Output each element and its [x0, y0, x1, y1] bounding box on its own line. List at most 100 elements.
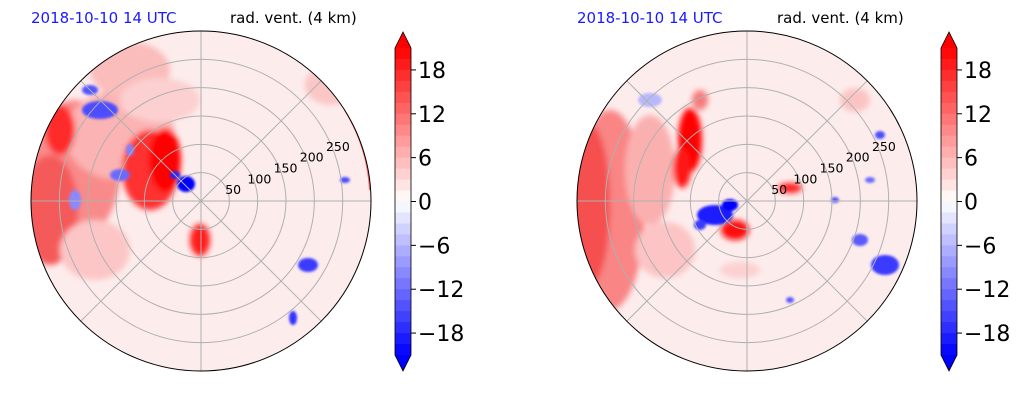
colorbar-segment — [941, 267, 957, 279]
panel-1-title-left: 2018-10-10 14 UTC — [31, 9, 177, 27]
colorbar-segment — [395, 311, 411, 323]
colorbar-segment — [395, 212, 411, 225]
radial-tick-50: 50 — [225, 182, 241, 197]
colorbar-segment — [395, 234, 411, 246]
colorbar-segment — [941, 113, 957, 126]
colorbar-segment — [941, 58, 957, 71]
radial-tick-50: 50 — [771, 182, 787, 197]
panel-2-polar-grid — [577, 31, 917, 371]
colorbar-extend-max — [941, 32, 957, 48]
colorbar-extend-max — [395, 32, 411, 48]
cb-tick-6: 6 — [964, 147, 978, 172]
cb-tick-18: 18 — [964, 59, 992, 84]
colorbar-segment — [395, 201, 411, 214]
cb-tick-neg6: −6 — [964, 234, 996, 259]
colorbar-outline — [394, 31, 412, 372]
polar-spoke — [626, 80, 748, 202]
cb-tick-6: 6 — [418, 147, 432, 172]
polar-spoke — [80, 80, 202, 202]
colorbar-segment — [395, 124, 411, 137]
colorbar-segment — [941, 190, 957, 203]
colorbar-segment — [395, 113, 411, 126]
colorbar-segment — [941, 234, 957, 246]
colorbar-segment — [395, 256, 411, 268]
radial-tick-250: 250 — [326, 139, 350, 154]
colorbar-segment — [395, 91, 411, 104]
colorbar-segment — [395, 344, 411, 356]
colorbar-segment — [395, 168, 411, 181]
cb-tick-neg18: −18 — [964, 322, 1010, 347]
colorbar-extend-min — [395, 355, 411, 371]
colorbar-segment — [941, 278, 957, 290]
colorbar-segment — [941, 102, 957, 115]
polar-spoke — [746, 200, 868, 322]
colorbar-segment — [941, 80, 957, 93]
panel-2: 2018-10-10 14 UTC rad. vent. (4 km) — [576, 9, 1010, 372]
cb-tick-12: 12 — [964, 103, 992, 128]
colorbar-segment — [941, 157, 957, 170]
colorbar-segment — [941, 69, 957, 82]
colorbar-segment — [941, 146, 957, 159]
colorbar-segment — [395, 333, 411, 345]
panel-2-title-right: rad. vent. (4 km) — [777, 9, 904, 27]
colorbar-segment — [395, 135, 411, 148]
radial-tick-250: 250 — [872, 139, 896, 154]
colorbar-segment — [941, 333, 957, 345]
panel-2-title-left: 2018-10-10 14 UTC — [577, 9, 723, 27]
panel-1-colorbar-ticks: 18 12 6 0 −6 −12 −18 — [418, 59, 464, 347]
colorbar-segment — [395, 322, 411, 334]
colorbar-segment — [941, 300, 957, 312]
colorbar-segment — [395, 300, 411, 312]
radial-tick-150: 150 — [274, 160, 298, 175]
panel-1: 2018-10-10 14 UTC rad. vent. (4 km) — [30, 9, 464, 372]
colorbar-segment — [941, 245, 957, 257]
panel-1-polar-outline — [30, 30, 372, 372]
colorbar-segment — [395, 245, 411, 257]
polar-spoke — [80, 200, 202, 322]
polar-spoke — [626, 200, 748, 322]
colorbar-segment — [395, 157, 411, 170]
colorbar-segment — [941, 212, 957, 225]
panel-2-colorbar-ticks: 18 12 6 0 −6 −12 −18 — [964, 59, 1010, 347]
colorbar-segment — [941, 91, 957, 104]
panel-2-polar-outline — [576, 30, 918, 372]
colorbar-segment — [941, 168, 957, 181]
colorbar-segment — [395, 179, 411, 192]
colorbar-segment — [395, 289, 411, 301]
colorbar-segment — [395, 267, 411, 279]
colorbar-segment — [395, 48, 411, 60]
colorbar-segment — [395, 278, 411, 290]
colorbar-segment — [395, 190, 411, 203]
cb-tick-neg6: −6 — [418, 234, 450, 259]
colorbar-segment — [941, 311, 957, 323]
colorbar-segment — [941, 289, 957, 301]
colorbar-segment — [941, 179, 957, 192]
colorbar-outline — [940, 31, 958, 372]
colorbar-segment — [941, 124, 957, 137]
colorbar-segment — [941, 48, 957, 60]
colorbar-segment — [395, 102, 411, 115]
cb-tick-neg18: −18 — [418, 322, 464, 347]
cb-tick-neg12: −12 — [418, 278, 464, 303]
radial-tick-200: 200 — [300, 150, 324, 165]
cb-tick-neg12: −12 — [964, 278, 1010, 303]
colorbar-segment — [941, 344, 957, 356]
radial-tick-100: 100 — [793, 171, 817, 186]
radial-tick-100: 100 — [247, 171, 271, 186]
cb-tick-18: 18 — [418, 59, 446, 84]
colorbar-segment — [395, 223, 411, 235]
colorbar-segment — [941, 223, 957, 235]
panel-2-colorbar — [940, 31, 962, 372]
cb-tick-0: 0 — [418, 191, 432, 216]
polar-spoke — [746, 80, 868, 202]
panel-1-colorbar — [394, 31, 416, 372]
panel-1-radial-ticks: 50 100 150 200 250 — [225, 139, 350, 197]
colorbar-segment — [941, 256, 957, 268]
colorbar-extend-min — [941, 355, 957, 371]
panel-1-polar-grid — [31, 31, 371, 371]
radial-tick-200: 200 — [846, 150, 870, 165]
colorbar-segment — [395, 146, 411, 159]
polar-spoke — [200, 80, 322, 202]
radial-tick-150: 150 — [820, 160, 844, 175]
